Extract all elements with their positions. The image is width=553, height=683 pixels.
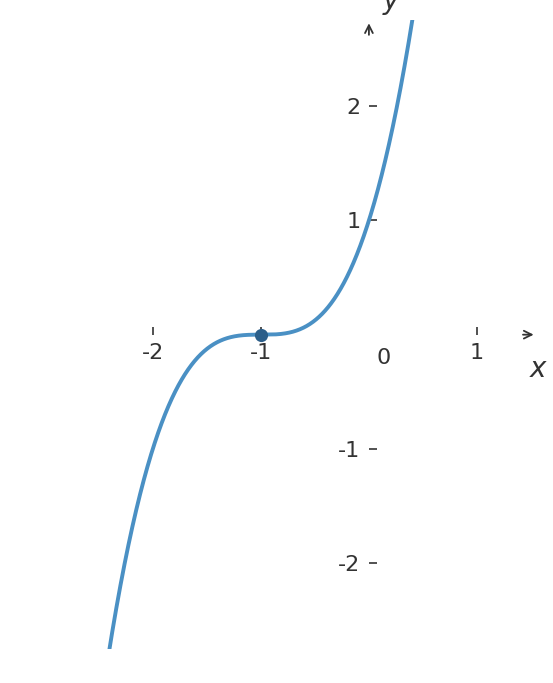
Text: 0: 0 (377, 348, 391, 368)
Text: x: x (529, 355, 546, 383)
Text: y: y (383, 0, 399, 15)
Point (257, 329, 265, 340)
